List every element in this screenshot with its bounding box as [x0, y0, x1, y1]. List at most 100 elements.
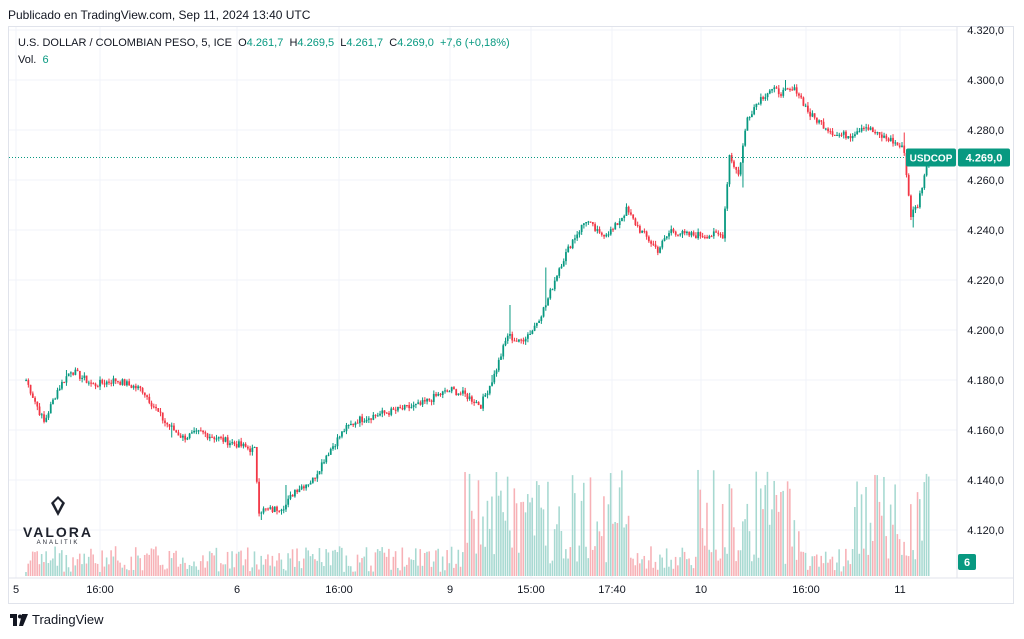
volume-bar — [128, 570, 130, 576]
candle-body — [679, 234, 682, 236]
volume-bar — [542, 509, 545, 576]
volume-value: 6 — [42, 54, 49, 66]
candle-body — [686, 231, 688, 234]
volume-bar — [130, 556, 133, 576]
volume-bar — [332, 550, 334, 576]
volume-bar — [535, 481, 538, 576]
volume-bar — [887, 558, 890, 576]
candle-body — [43, 414, 45, 422]
candle-body — [253, 447, 256, 449]
volume-bar — [94, 563, 97, 576]
y-tick-label: 4.200,0 — [967, 325, 1004, 337]
candle-body — [87, 382, 90, 384]
change-value: +7,6 (+0,18%) — [439, 37, 510, 49]
y-tick-label: 4.160,0 — [967, 425, 1004, 437]
candle-body — [208, 436, 211, 439]
candle-body — [914, 206, 917, 210]
volume-bar — [231, 551, 233, 576]
candle-body — [206, 433, 209, 439]
candle-body — [45, 417, 48, 422]
symbol-name[interactable]: U.S. DOLLAR / COLOMBIAN PESO, 5, ICE — [18, 37, 232, 49]
chart-frame[interactable] — [8, 26, 1014, 604]
close-value: 4.269,0 — [397, 37, 434, 49]
volume-bar — [724, 547, 726, 576]
volume-bar — [672, 568, 675, 576]
volume-bar — [152, 549, 155, 576]
candle-body — [112, 378, 115, 384]
x-tick-label: 16:00 — [792, 584, 820, 596]
volume-bar — [439, 571, 442, 576]
candle-body — [486, 393, 489, 395]
volume-bar — [798, 531, 800, 576]
volume-bar — [582, 482, 585, 576]
volume-bar — [329, 565, 332, 576]
volume-bar — [744, 519, 746, 576]
volume-bar — [547, 481, 549, 576]
candle-body — [630, 212, 632, 215]
volume-bar — [108, 564, 110, 576]
volume-bar — [262, 564, 265, 576]
volume-bar — [520, 502, 522, 576]
volume-bar — [894, 484, 896, 576]
volume-bar — [567, 558, 569, 576]
candle-body — [500, 356, 502, 360]
candle-body — [347, 425, 350, 427]
candle-body — [186, 437, 189, 440]
volume-label[interactable]: Vol. — [18, 54, 37, 66]
candle-body — [791, 89, 794, 91]
volume-bar — [733, 527, 735, 576]
volume-bar — [511, 547, 513, 576]
candle-body — [58, 388, 61, 391]
volume-bar — [482, 516, 484, 576]
volume-bar — [755, 471, 758, 576]
candle-body — [578, 232, 581, 235]
volume-bar — [184, 562, 186, 576]
volume-bar — [786, 481, 789, 576]
volume-bar — [99, 571, 101, 576]
footer-brand[interactable]: TradingView — [10, 612, 104, 627]
candle-body — [314, 477, 316, 479]
volume-bar — [562, 558, 565, 576]
candle-body — [589, 221, 592, 223]
candle-body — [842, 131, 845, 135]
volume-bar — [477, 480, 480, 576]
volume-bar — [146, 553, 148, 576]
candle-body — [793, 87, 796, 91]
candle-body — [428, 398, 431, 401]
candle-body — [706, 236, 708, 239]
candle-body — [616, 223, 619, 226]
candle-body — [918, 193, 921, 208]
volume-bar — [925, 473, 928, 576]
volume-bar — [762, 509, 764, 576]
volume-bar — [220, 563, 222, 576]
volume-bar — [65, 554, 68, 576]
candle-body — [202, 430, 204, 433]
candle-body — [34, 397, 36, 402]
volume-bar — [842, 566, 845, 576]
volume-bar — [367, 571, 370, 576]
volume-bar — [441, 556, 444, 576]
volume-bar — [641, 559, 643, 576]
candle-body — [238, 441, 240, 448]
volume-bar — [92, 554, 94, 576]
candle-body — [363, 421, 366, 423]
volume-bar — [280, 559, 283, 576]
candle-body — [912, 209, 915, 218]
volume-bar — [74, 565, 77, 576]
volume-bar — [789, 488, 791, 576]
volume-bar — [726, 553, 728, 576]
candle-body — [847, 136, 850, 139]
volume-bar — [435, 550, 437, 576]
candle-body — [426, 398, 428, 402]
candle-body — [320, 462, 323, 472]
volume-bar — [820, 555, 823, 576]
volume-bar — [215, 547, 218, 576]
volume-bar — [847, 560, 849, 576]
candle-body — [522, 339, 525, 342]
candle-body — [450, 387, 453, 392]
volume-bar — [580, 500, 583, 576]
candle-body — [668, 233, 670, 237]
volume-bar — [712, 470, 715, 576]
volume-bar — [784, 563, 787, 576]
